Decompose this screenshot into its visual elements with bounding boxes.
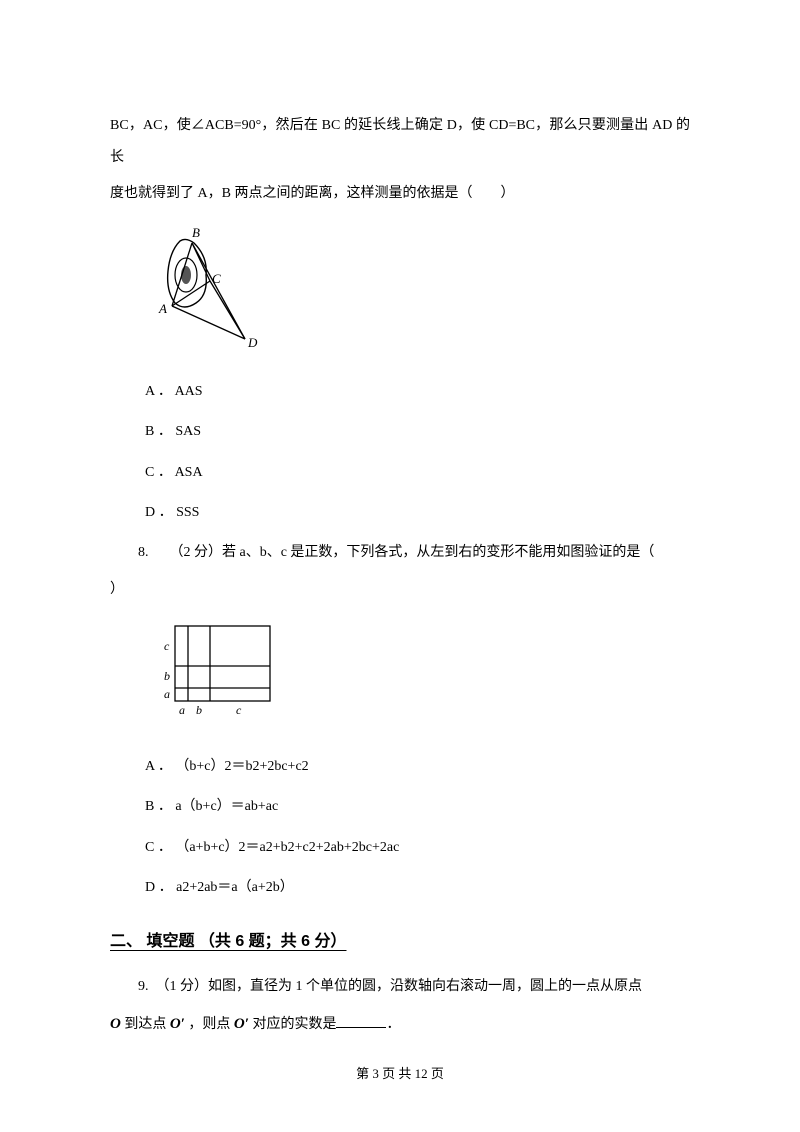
question9-line2: O 到达点 O′ ，则点 O′ 对应的实数是 ． (110, 1007, 690, 1042)
figure-square-abc: c b a a b c (150, 616, 690, 739)
option-7D: D ． SSS (110, 495, 690, 531)
q9-end: 对应的实数是 (249, 1017, 337, 1032)
question7-stem-line1: BC，AC，使∠ACB=90°，然后在 BC 的延长线上确定 D，使 CD=BC… (110, 110, 690, 174)
question8-options: A ． （b+c）2＝b2+2bc+c2 B ． a（b+c）＝ab+ac C … (110, 749, 690, 907)
fig2-a-bot: a (179, 703, 185, 717)
q9-O2: O′ (170, 1016, 185, 1032)
option-7B: B ． SAS (110, 414, 690, 450)
q9-blank (336, 1014, 386, 1028)
label-C: C (212, 271, 221, 286)
question8-stem-b: ） (110, 574, 690, 606)
label-B: B (192, 225, 200, 240)
fig2-a-left: a (164, 687, 170, 701)
option-8C: C ． （a+b+c）2＝a2+b2+c2+2ab+2bc+2ac (110, 830, 690, 866)
fig2-c-bot: c (236, 703, 242, 717)
option-8B: B ． a（b+c）＝ab+ac (110, 789, 690, 825)
option-7C: C ． ASA (110, 455, 690, 491)
q9-O1: O (110, 1016, 121, 1032)
q9-O3: O′ (234, 1016, 249, 1032)
question7-stem-line2: 度也就得到了 A，B 两点之间的距离，这样测量的依据是（ ） (110, 178, 690, 210)
label-A: A (158, 301, 167, 316)
section2-heading: 二、 填空题 （共 6 题；共 6 分） (110, 924, 690, 961)
figure-triangle-pond: B C A D (150, 221, 690, 364)
fig2-b-bot: b (196, 703, 202, 717)
q9-period: ． (386, 1017, 400, 1032)
fig2-c-left: c (164, 639, 170, 653)
question7-options: A ． AAS B ． SAS C ． ASA D ． SSS (110, 374, 690, 532)
question9-line1: 9. （1 分）如图，直径为 1 个单位的圆，沿数轴向右滚动一周，圆上的一点从原… (110, 971, 690, 1003)
label-D: D (247, 335, 258, 350)
q9-mid2: ，则点 (185, 1017, 234, 1032)
question8-stem-a: 8. （2 分）若 a、b、c 是正数，下列各式，从左到右的变形不能用如图验证的… (110, 537, 690, 569)
page-footer: 第 3 页 共 12 页 (0, 1063, 800, 1082)
option-8A: A ． （b+c）2＝b2+2bc+c2 (110, 749, 690, 785)
option-7A: A ． AAS (110, 374, 690, 410)
fig2-b-left: b (164, 669, 170, 683)
q9-mid1: 到达点 (121, 1017, 170, 1032)
option-8D: D ． a2+2ab＝a（a+2b） (110, 870, 690, 906)
